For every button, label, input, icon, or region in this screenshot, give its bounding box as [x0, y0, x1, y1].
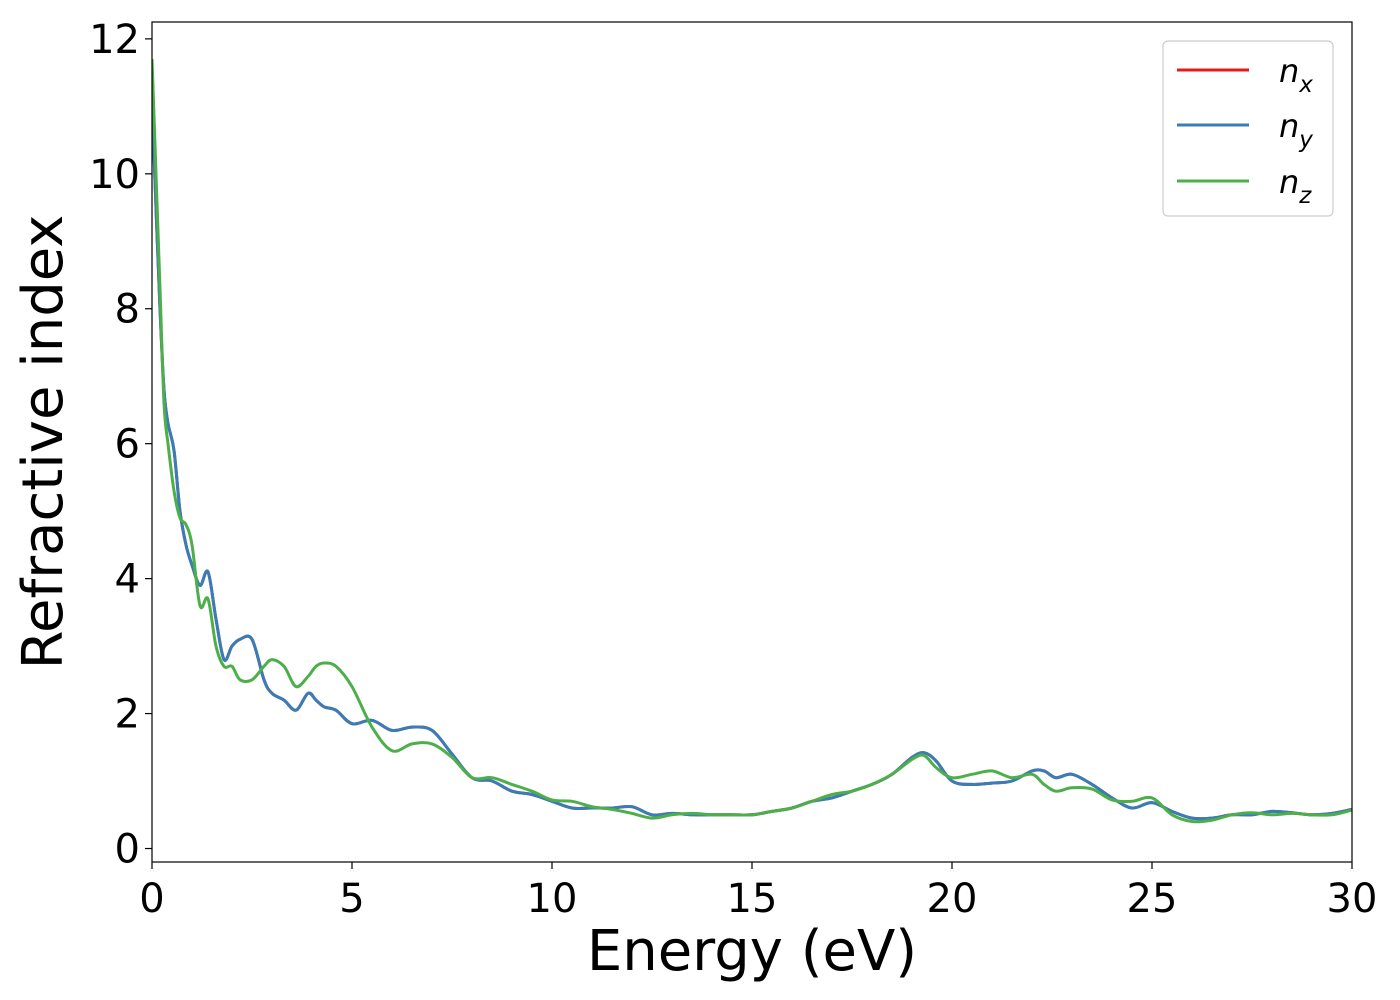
x-axis-title: Energy (eV): [587, 919, 917, 984]
y-tick-label: 6: [115, 422, 140, 468]
y-tick-label: 12: [89, 17, 140, 63]
x-tick-label: 30: [1327, 876, 1378, 922]
x-tick-label: 15: [727, 876, 778, 922]
y-tick-label: 0: [115, 827, 140, 873]
x-tick-label: 5: [339, 876, 364, 922]
y-tick-label: 10: [89, 152, 140, 198]
y-tick-label: 8: [115, 287, 140, 333]
y-tick-label: 2: [115, 692, 140, 738]
legend-label-nz: nz: [1279, 163, 1312, 209]
legend-label-ny: ny: [1279, 107, 1313, 153]
plot-background: [152, 22, 1352, 862]
series-line-ny: [152, 99, 1352, 821]
x-tick-label: 25: [1127, 876, 1178, 922]
y-axis-title: Refractive index: [11, 215, 76, 670]
y-tick-label: 4: [115, 557, 140, 603]
legend: nx ny nz: [1162, 40, 1334, 217]
x-tick-label: 0: [139, 876, 164, 922]
x-tick-label: 10: [527, 876, 578, 922]
x-tick-label: 20: [927, 876, 978, 922]
series-line-nz: [152, 59, 1352, 824]
legend-label-nx: nx: [1279, 52, 1313, 98]
legend-box: [1162, 40, 1334, 217]
x-axis-ticks: 0 5 10 15 20 25 30: [139, 862, 1377, 922]
series-layer: [152, 59, 1352, 824]
y-axis-ticks: 0 2 4 6 8 10 12: [89, 17, 152, 873]
